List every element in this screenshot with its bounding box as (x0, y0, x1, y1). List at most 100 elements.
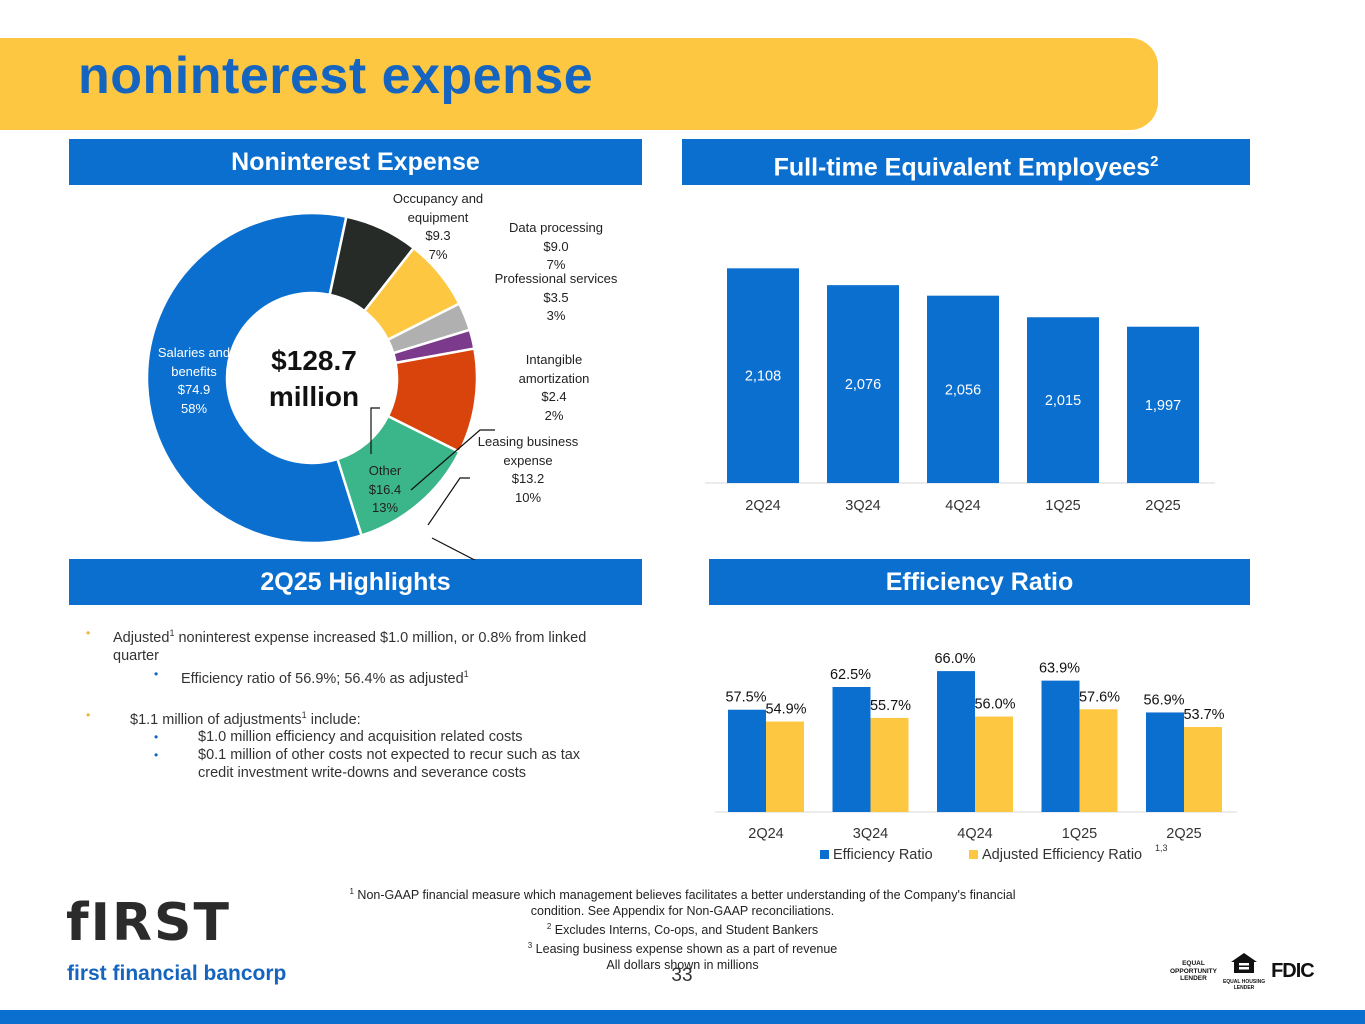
donut-slice-other (335, 414, 462, 537)
label-salaries-l4: 58% (180, 400, 208, 416)
label-professional-l3: 3% (546, 308, 566, 323)
footnote-3-text: Leasing business expense shown as a part… (532, 942, 838, 957)
equal-opportunity-lender-badge: EQUAL OPPORTUNITY LENDER (1170, 960, 1217, 983)
label-leasing: Leasing business expense $13.2 10% (470, 433, 586, 507)
efficiency-category-label: 1Q25 (1062, 826, 1097, 842)
footnote-3: 3 Leasing business expense shown as a pa… (330, 938, 1035, 957)
footnote-1-sup: 1 (349, 887, 354, 896)
fte-header-text: Full-time Equivalent Employees (773, 153, 1151, 182)
adjusted-efficiency-value-label: 53.7% (1183, 707, 1224, 723)
fte-category-label: 3Q24 (845, 498, 880, 514)
efficiency-bar-1Q25 (1041, 680, 1080, 812)
adjusted-efficiency-bar-2Q24 (766, 721, 804, 812)
fte-category-label: 1Q25 (1045, 498, 1080, 514)
fte-value-label: 2,015 (1045, 393, 1081, 409)
label-leasing-l2: expense (503, 452, 553, 468)
label-professional-l2: $3.5 (543, 289, 569, 305)
highlight-2-pre: $1.1 million of adjustments (130, 711, 302, 728)
efficiency-bar-2Q24 (728, 709, 766, 812)
label-other-l3: 13% (371, 500, 399, 515)
adjusted-efficiency-bar-1Q25 (1079, 709, 1118, 812)
efficiency-bar-3Q24 (832, 687, 871, 812)
footnote-2-text: Excludes Interns, Co-ops, and Student Ba… (551, 923, 819, 938)
footnote-2: 2 Excludes Interns, Co-ops, and Student … (330, 919, 1035, 938)
efficiency-legend: Efficiency Ratio Adjusted Efficiency Rati… (820, 843, 1168, 863)
bullet-icon: • (86, 626, 91, 640)
label-occupancy-l2: equipment (407, 209, 469, 225)
adjusted-efficiency-value-label: 56.0% (974, 697, 1015, 713)
label-intangible-l2: amortization (518, 370, 590, 386)
bullet-icon: • (86, 707, 91, 722)
leader-data (410, 429, 495, 491)
efficiency-header: Efficiency Ratio (709, 559, 1250, 605)
efficiency-value-label: 62.5% (830, 667, 871, 683)
footnotes: 1 Non-GAAP financial measure which manag… (330, 884, 1035, 973)
footnote-1: 1 Non-GAAP financial measure which manag… (330, 884, 1035, 919)
label-intangible: Intangible amortization $2.4 2% (504, 351, 604, 425)
highlight-1-pre: Adjusted (113, 629, 170, 646)
page-title: noninterest expense (78, 47, 594, 105)
fte-bar-2Q24 (727, 268, 799, 483)
highlight-2-post: include: (306, 711, 361, 728)
fte-value-label: 1,997 (1145, 398, 1181, 414)
leader-occupancy (370, 407, 380, 454)
fte-value-label: 2,108 (745, 369, 781, 385)
fte-bar-3Q24 (827, 285, 899, 483)
legend-footnote-sup: 1,3 (1155, 843, 1168, 853)
leader-professional (427, 477, 470, 526)
eol-line3: LENDER (1180, 975, 1207, 983)
regulatory-badges: EQUAL OPPORTUNITY LENDER EQUAL HOUSING L… (1170, 952, 1315, 991)
label-data-l1: Data processing (509, 220, 603, 235)
label-salaries-l3: $74.9 (177, 382, 211, 397)
adjusted-efficiency-bar-2Q25 (1184, 727, 1222, 812)
fte-bar-4Q24 (927, 295, 999, 483)
efficiency-category-label: 4Q24 (957, 826, 992, 842)
label-data-l2: $9.0 (543, 238, 569, 254)
footnote-1-text: Non-GAAP financial measure which managem… (353, 888, 1016, 919)
label-other: Other $16.4 13% (350, 462, 420, 518)
legend-swatch-efficiency (820, 850, 829, 859)
label-data-l3: 7% (546, 257, 566, 272)
label-leasing-l3: $13.2 (511, 471, 545, 486)
noninterest-expense-header: Noninterest Expense (69, 139, 642, 185)
footnote-2-sup: 2 (546, 922, 552, 932)
fdic-badge: FDIC (1271, 960, 1315, 982)
house-icon (1231, 953, 1258, 973)
highlight-item-1: • Adjusted1 noninterest expense increase… (86, 624, 626, 665)
donut-chart (145, 211, 495, 560)
fte-bar-1Q25 (1027, 317, 1099, 483)
label-salaries-l1: Salaries and (157, 345, 231, 360)
label-intangible-l3: $2.4 (541, 389, 567, 404)
efficiency-bar-4Q24 (937, 671, 975, 812)
label-other-l2: $16.4 (368, 481, 402, 497)
ehl-line1: EQUAL HOUSING (1222, 979, 1266, 985)
label-salaries: Salaries and benefits $74.9 58% (150, 344, 238, 418)
legend-label-adjusted: Adjusted Efficiency Ratio (982, 847, 1142, 863)
highlight-sub-2-text: $1.0 million efficiency and acquisition … (198, 729, 523, 746)
highlight-1-sup: 1 (169, 628, 175, 638)
highlight-sub-2: • $1.0 million efficiency and acquisitio… (154, 728, 626, 746)
label-occupancy-l4: 7% (428, 246, 448, 262)
highlight-sub-3: • $0.1 million of other costs not expect… (154, 746, 626, 782)
fte-value-label: 2,076 (845, 377, 881, 393)
label-leasing-l1: Leasing business (477, 434, 579, 449)
efficiency-bar-2Q25 (1146, 712, 1184, 812)
bullet-icon: • (154, 748, 159, 763)
eol-line2: OPPORTUNITY (1170, 967, 1217, 975)
highlights-header: 2Q25 Highlights (69, 559, 642, 605)
fte-category-label: 2Q25 (1145, 498, 1180, 514)
highlight-2-sup: 1 (301, 709, 307, 720)
fte-header: Full-time Equivalent Employees2 (682, 139, 1250, 185)
highlight-1-post: noninterest expense increased $1.0 milli… (113, 629, 587, 664)
equal-housing-lender-badge: EQUAL HOUSING LENDER (1223, 952, 1265, 991)
highlight-item-2: • $1.1 million of adjustments1 include: (86, 706, 626, 729)
title-band (0, 38, 1158, 130)
company-name: first financial bancorp (67, 962, 287, 985)
label-other-l1: Other (368, 463, 402, 478)
fte-value-label: 2,056 (945, 382, 981, 398)
efficiency-value-label: 57.5% (725, 690, 766, 706)
bullet-icon: • (154, 666, 159, 681)
highlight-sub-1: • Efficiency ratio of 56.9%; 56.4% as ad… (154, 665, 626, 688)
company-logo: fIRST (66, 893, 231, 953)
fte-category-label: 4Q24 (945, 498, 980, 514)
